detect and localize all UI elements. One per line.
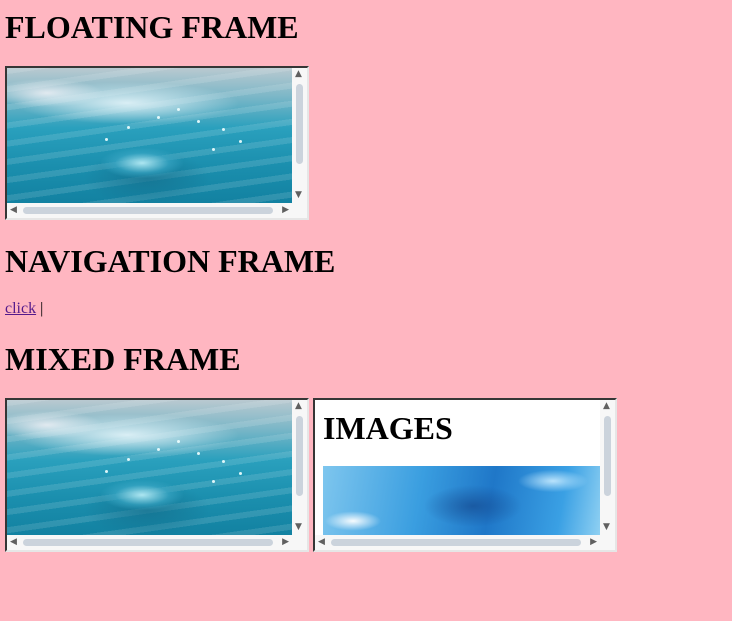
- click-link[interactable]: click: [5, 300, 37, 317]
- iframe-viewport: [7, 68, 292, 203]
- scroll-up-icon[interactable]: ▲: [295, 401, 302, 411]
- scroll-left-icon[interactable]: ◀: [318, 537, 325, 547]
- scroll-up-icon[interactable]: ▲: [295, 69, 302, 79]
- mixed-left-iframe[interactable]: ▲ ▼ ◀ ▶: [5, 398, 309, 552]
- scroll-down-icon[interactable]: ▼: [295, 190, 302, 200]
- scroll-down-icon[interactable]: ▼: [603, 522, 610, 532]
- iframe-viewport: [7, 400, 292, 535]
- vertical-scroll-thumb[interactable]: [604, 416, 611, 496]
- vertical-scrollbar[interactable]: ▲ ▼: [292, 68, 307, 203]
- scrollbar-corner: [292, 535, 307, 550]
- images-heading: IMAGES: [323, 410, 453, 446]
- scroll-left-icon[interactable]: ◀: [10, 205, 17, 215]
- vertical-scroll-thumb[interactable]: [296, 416, 303, 496]
- vertical-scrollbar[interactable]: ▲ ▼: [600, 400, 615, 535]
- vertical-scrollbar[interactable]: ▲ ▼: [292, 400, 307, 535]
- vertical-scroll-thumb[interactable]: [296, 84, 303, 164]
- water-image: [323, 466, 600, 535]
- navigation-frame-heading: NAVIGATION FRAME: [5, 243, 336, 279]
- navigation-links: click |: [5, 300, 43, 318]
- mixed-right-iframe[interactable]: IMAGES ▲ ▼ ◀ ▶: [313, 398, 617, 552]
- horizontal-scroll-thumb[interactable]: [331, 539, 581, 546]
- scroll-down-icon[interactable]: ▼: [295, 522, 302, 532]
- horizontal-scrollbar[interactable]: ◀ ▶: [315, 535, 600, 550]
- iframe-page: IMAGES: [315, 400, 600, 535]
- link-separator: |: [40, 300, 44, 317]
- scroll-right-icon[interactable]: ▶: [590, 537, 597, 547]
- water-splash-image: [7, 400, 292, 535]
- horizontal-scrollbar[interactable]: ◀ ▶: [7, 203, 292, 218]
- floating-iframe[interactable]: ▲ ▼ ◀ ▶: [5, 66, 309, 220]
- horizontal-scroll-thumb[interactable]: [23, 207, 273, 214]
- scroll-left-icon[interactable]: ◀: [10, 537, 17, 547]
- scroll-right-icon[interactable]: ▶: [282, 205, 289, 215]
- horizontal-scrollbar[interactable]: ◀ ▶: [7, 535, 292, 550]
- horizontal-scroll-thumb[interactable]: [23, 539, 273, 546]
- water-splash-image: [7, 68, 292, 203]
- scroll-up-icon[interactable]: ▲: [603, 401, 610, 411]
- scrollbar-corner: [292, 203, 307, 218]
- scrollbar-corner: [600, 535, 615, 550]
- floating-frame-heading: FLOATING FRAME: [5, 9, 299, 45]
- scroll-right-icon[interactable]: ▶: [282, 537, 289, 547]
- mixed-frame-heading: MIXED FRAME: [5, 341, 241, 377]
